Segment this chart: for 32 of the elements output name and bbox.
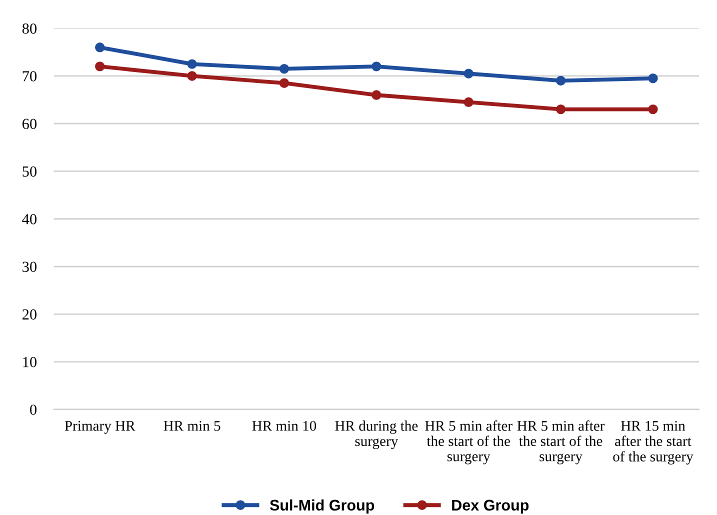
point: [95, 42, 105, 52]
y-tick-label: 20: [22, 309, 37, 320]
point: [372, 62, 382, 72]
point: [187, 59, 197, 69]
y-tick-label: 10: [23, 356, 37, 368]
y-tick-label: 50: [22, 166, 37, 177]
x-tick-label: HR 5 min after the start of the surgery: [517, 420, 605, 464]
point: [187, 71, 197, 81]
point: [464, 97, 474, 108]
point: [279, 78, 290, 88]
y-tick-label: 30: [22, 262, 37, 272]
y-tick-label: 40: [22, 214, 37, 224]
legend-label: Sul-Mid Group: [270, 499, 374, 514]
point: [556, 104, 566, 114]
point: [648, 104, 658, 114]
y-tick-label: 70: [22, 71, 37, 82]
y-tick-label: 0: [30, 404, 37, 415]
x-tick-label: HR min 5: [164, 421, 220, 431]
x-tick-label: Primary HR: [64, 420, 136, 434]
x-tick-label: HR during the surgery: [335, 420, 418, 450]
y-tick-label: 80: [22, 23, 37, 34]
point: [648, 73, 658, 84]
point: [95, 62, 105, 72]
x-tick-label: HR 15 min after the start of the surgery: [613, 421, 694, 464]
point: [279, 64, 290, 74]
x-tick-label: HR min 10: [252, 420, 316, 431]
point: [556, 76, 566, 86]
x-tick-label: HR 5 min after the start of the surgery: [425, 420, 512, 464]
legend-label: Dex Group: [452, 500, 529, 514]
y-tick-label: 60: [22, 118, 37, 130]
point: [464, 68, 474, 78]
point: [372, 90, 382, 100]
